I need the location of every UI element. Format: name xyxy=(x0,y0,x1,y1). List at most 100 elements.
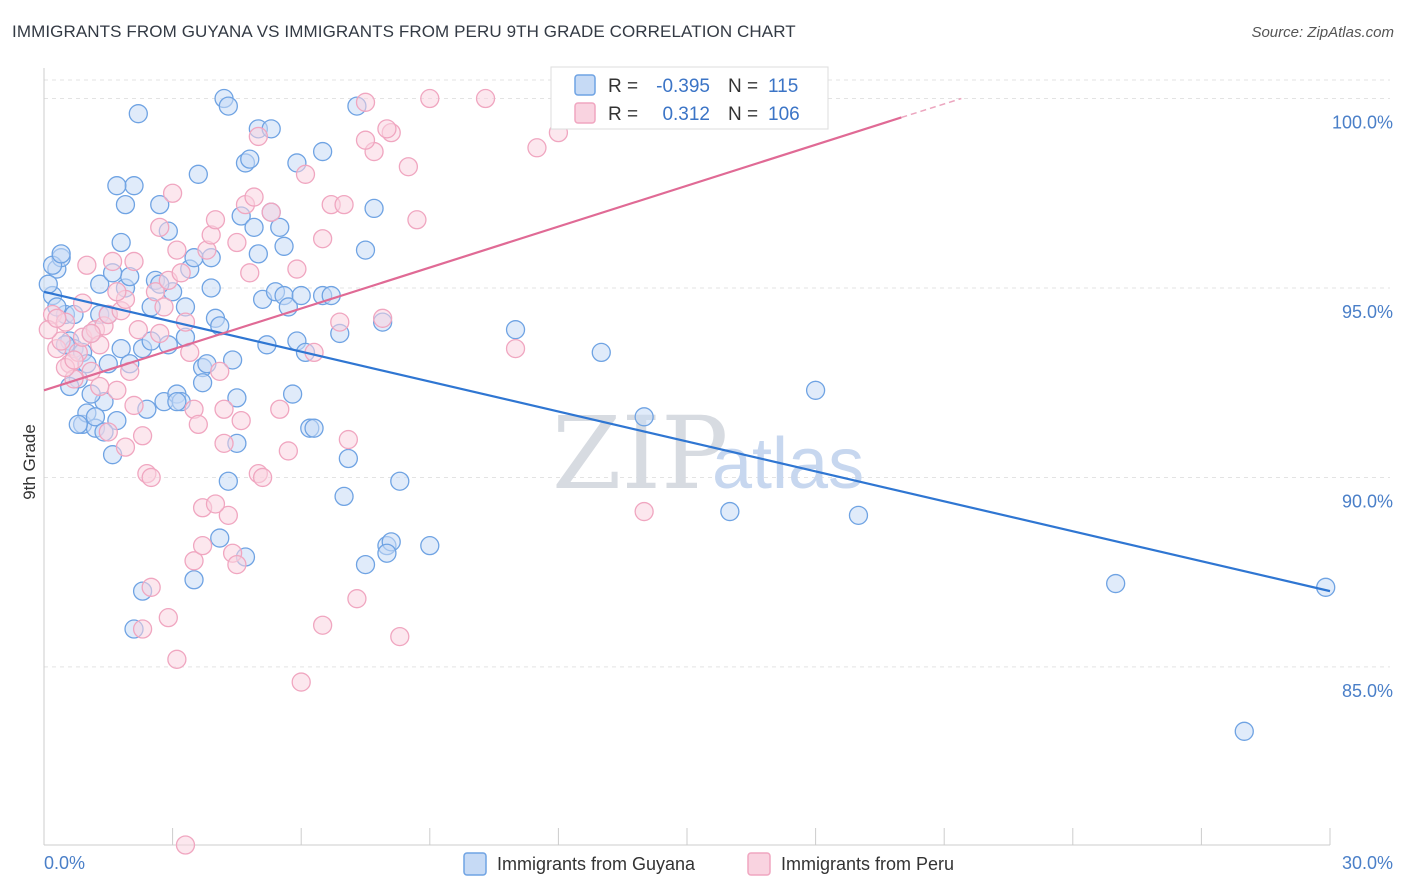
point-peru xyxy=(312,615,333,635)
point-guyana xyxy=(720,501,740,522)
point-guyana xyxy=(51,244,71,264)
point-peru xyxy=(154,297,174,317)
point-guyana xyxy=(364,198,384,219)
point-guyana xyxy=(167,392,187,412)
point-guyana xyxy=(274,236,294,256)
point-peru xyxy=(175,835,196,855)
point-peru xyxy=(227,232,247,253)
y-tick-label: 90.0% xyxy=(1342,491,1393,511)
trend-line-peru-extension xyxy=(901,97,962,119)
legend-swatch-guyana xyxy=(574,74,596,96)
point-peru xyxy=(287,259,307,279)
point-peru xyxy=(338,429,359,450)
legend-r-value-peru: 0.312 xyxy=(662,104,710,125)
point-peru xyxy=(347,589,367,609)
point-peru xyxy=(252,467,273,488)
point-peru xyxy=(218,505,238,525)
point-guyana xyxy=(338,448,359,469)
point-peru xyxy=(128,320,148,340)
point-peru xyxy=(330,312,350,332)
point-guyana xyxy=(390,471,410,491)
x-tick-label-start: 0.0% xyxy=(44,853,85,873)
point-peru xyxy=(162,183,183,203)
point-guyana xyxy=(111,338,131,359)
point-peru xyxy=(158,607,178,628)
point-guyana xyxy=(240,149,260,169)
point-guyana xyxy=(210,528,230,548)
point-guyana xyxy=(355,554,376,575)
watermark: ZIP atlas xyxy=(552,395,864,512)
point-peru xyxy=(240,263,260,283)
point-peru xyxy=(214,399,234,419)
point-guyana xyxy=(334,486,354,507)
point-guyana xyxy=(505,320,526,340)
point-guyana xyxy=(304,418,324,438)
data-points xyxy=(38,88,1336,855)
point-peru xyxy=(192,536,213,556)
point-peru xyxy=(145,282,166,302)
point-guyana xyxy=(128,104,148,124)
point-peru xyxy=(64,350,84,370)
point-peru xyxy=(407,210,427,230)
bottom-legend-label-guyana: Immigrants from Guyana xyxy=(497,854,696,874)
bottom-legend: Immigrants from Guyana Immigrants from P… xyxy=(463,852,954,876)
point-guyana xyxy=(1106,573,1126,594)
point-peru xyxy=(291,672,311,692)
point-peru xyxy=(132,426,153,446)
point-guyana xyxy=(218,471,238,491)
point-guyana xyxy=(634,407,654,427)
point-guyana xyxy=(848,505,869,525)
point-peru xyxy=(244,187,264,207)
point-guyana xyxy=(291,285,311,306)
point-guyana xyxy=(90,274,110,294)
point-guyana xyxy=(1234,721,1254,741)
point-peru xyxy=(124,395,144,416)
y-tick-label: 95.0% xyxy=(1342,302,1393,322)
point-peru xyxy=(505,338,526,359)
point-peru xyxy=(47,308,67,328)
point-guyana xyxy=(591,342,611,363)
point-guyana xyxy=(248,244,268,264)
point-guyana xyxy=(184,570,204,590)
point-peru xyxy=(167,240,187,260)
bottom-legend-swatch-guyana xyxy=(463,852,487,876)
point-peru xyxy=(107,282,127,302)
point-peru xyxy=(167,649,187,669)
legend-n-label-peru: N = xyxy=(728,104,758,125)
point-peru xyxy=(377,119,397,139)
point-peru xyxy=(295,164,316,184)
x-tick-labels: 0.0% 30.0% xyxy=(44,853,1393,873)
y-axis-title: 9th Grade xyxy=(20,424,39,500)
point-peru xyxy=(188,414,208,435)
point-guyana xyxy=(227,388,247,408)
point-peru xyxy=(270,399,290,419)
point-peru xyxy=(124,251,144,272)
point-peru xyxy=(141,467,161,488)
legend-r-label-guyana: R = xyxy=(608,76,638,97)
legend-n-value-peru: 106 xyxy=(768,104,800,125)
point-guyana xyxy=(188,164,208,184)
trend-line-guyana xyxy=(43,290,1331,593)
bottom-legend-label-peru: Immigrants from Peru xyxy=(781,854,954,874)
point-peru xyxy=(210,361,230,381)
legend-n-label-guyana: N = xyxy=(728,76,758,97)
point-guyana xyxy=(115,194,136,215)
point-peru xyxy=(312,229,333,249)
legend: R = -0.395 N = 115 R = 0.312 N = 106 xyxy=(550,66,829,130)
point-guyana xyxy=(192,373,213,393)
point-peru xyxy=(51,331,71,351)
point-peru xyxy=(132,619,153,639)
point-guyana xyxy=(150,194,170,215)
point-peru xyxy=(150,323,170,344)
point-peru xyxy=(355,92,376,112)
y-tick-label: 100.0% xyxy=(1332,113,1393,133)
point-guyana xyxy=(107,176,127,196)
point-guyana xyxy=(124,176,144,196)
x-tick-label-end: 30.0% xyxy=(1342,853,1393,873)
point-peru xyxy=(278,441,298,461)
chart-title: IMMIGRANTS FROM GUYANA VS IMMIGRANTS FRO… xyxy=(12,22,796,41)
point-guyana xyxy=(270,217,290,238)
point-peru xyxy=(81,323,101,344)
point-peru xyxy=(171,263,191,283)
